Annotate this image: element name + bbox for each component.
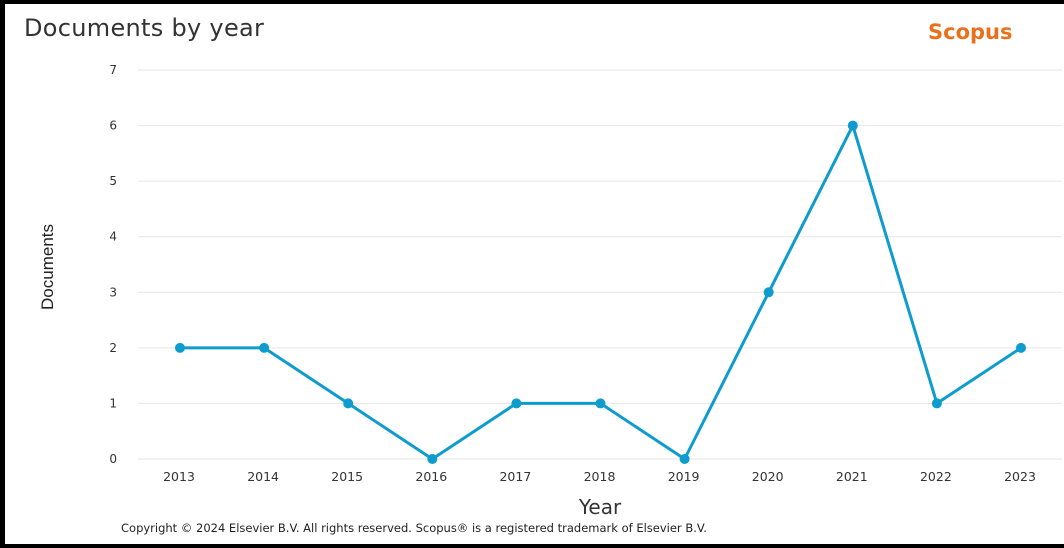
scopus-logo[interactable]: Scopus: [928, 20, 1013, 44]
x-tick-label: 2013: [163, 469, 195, 484]
data-point-2018[interactable]: [595, 398, 606, 409]
x-tick-label: 2022: [920, 469, 952, 484]
data-point-2017[interactable]: [511, 398, 522, 409]
y-tick-label: 1: [109, 396, 117, 410]
x-tick-label: 2016: [415, 469, 447, 484]
copyright-notice: Copyright © 2024 Elsevier B.V. All right…: [121, 521, 707, 535]
data-point-2014[interactable]: [259, 342, 270, 353]
y-axis-ticks: 0 1 2 3 4 5 6 7: [109, 63, 117, 466]
data-point-2013[interactable]: [175, 342, 185, 353]
x-axis-label: Year: [578, 495, 622, 519]
x-tick-label: 2014: [247, 469, 279, 484]
data-point-2016[interactable]: [427, 454, 438, 464]
x-tick-label: 2021: [836, 469, 868, 484]
data-points: [175, 120, 1026, 464]
data-point-2023[interactable]: [1016, 342, 1026, 353]
data-point-2015[interactable]: [343, 398, 354, 409]
x-tick-label: 2015: [331, 469, 363, 484]
y-tick-label: 6: [109, 119, 117, 133]
y-tick-label: 7: [109, 63, 117, 77]
y-tick-label: 2: [109, 341, 117, 355]
x-tick-label: 2018: [584, 469, 616, 484]
x-axis-ticks: 2013 2014 2015 2016 2017 2018 2019 2020 2021 2022…: [163, 469, 1036, 484]
y-tick-label: 3: [109, 285, 117, 299]
data-point-2021[interactable]: [847, 120, 858, 131]
data-point-2019[interactable]: [679, 454, 690, 464]
data-point-2022[interactable]: [931, 398, 942, 409]
x-tick-label: 2023: [1004, 469, 1036, 484]
x-tick-label: 2017: [499, 469, 531, 484]
chart-title: Documents by year: [24, 14, 265, 42]
data-point-2020[interactable]: [763, 287, 774, 298]
x-tick-label: 2020: [752, 469, 784, 484]
y-tick-label: 4: [109, 230, 117, 244]
x-tick-label: 2019: [668, 469, 700, 484]
y-tick-label: 5: [109, 174, 117, 188]
y-axis-label: Documents: [38, 224, 57, 310]
y-tick-label: 0: [109, 452, 117, 466]
